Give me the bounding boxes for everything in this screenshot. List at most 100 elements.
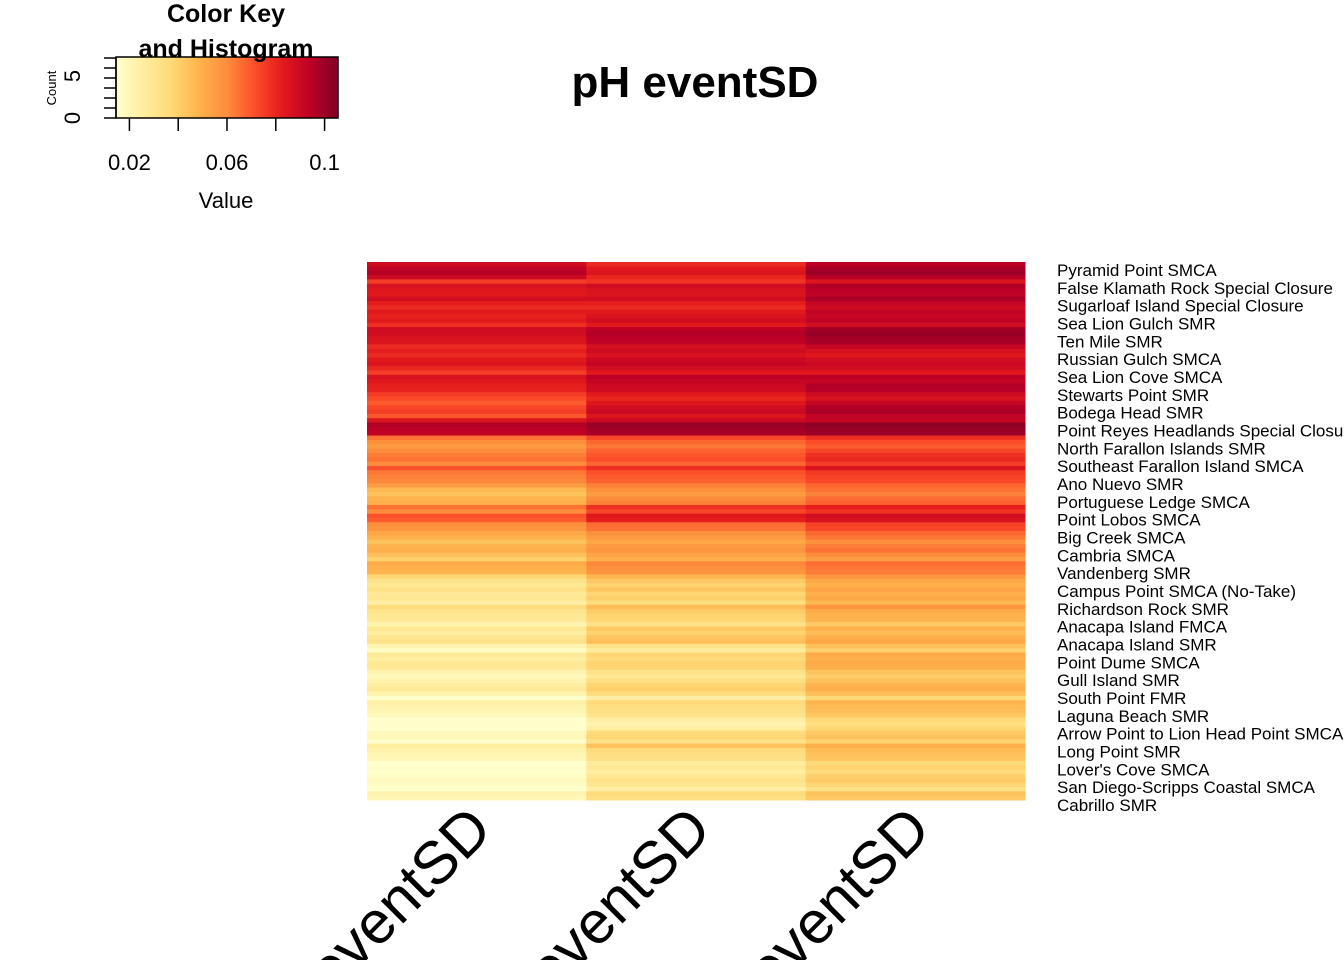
heatmap-cell <box>805 470 1026 476</box>
heatmap-cell <box>805 626 1026 632</box>
heatmap-cell <box>805 570 1026 575</box>
heatmap-cell <box>367 773 587 779</box>
heatmap-cell <box>367 561 587 567</box>
heatmap-cell <box>805 266 1026 272</box>
heatmap-cell <box>805 457 1026 463</box>
heatmap-cell <box>586 353 807 358</box>
heatmap-cell <box>586 622 807 627</box>
heatmap-cell <box>367 548 587 554</box>
heatmap-cell <box>367 565 587 571</box>
heatmap-cell <box>805 387 1026 393</box>
heatmap-cell <box>586 557 807 562</box>
heatmap-cell <box>805 691 1026 697</box>
heatmap-cell <box>586 726 807 732</box>
heatmap-cell <box>805 756 1026 762</box>
heatmap-cell <box>586 405 807 411</box>
column-label: eventSD <box>513 794 723 960</box>
heatmap-cell <box>805 392 1026 397</box>
heatmap-cell <box>805 491 1026 497</box>
heatmap-cell <box>805 565 1026 571</box>
color-key-tick-label: 0.02 <box>108 150 151 175</box>
heatmap-cell <box>586 500 807 506</box>
heatmap-cell <box>586 392 807 397</box>
heatmap-cell <box>805 552 1026 558</box>
heatmap-cell <box>367 695 587 701</box>
heatmap-cell <box>367 747 587 753</box>
heatmap-cell <box>805 504 1026 510</box>
heatmap-cell <box>586 496 807 502</box>
heatmap-cell <box>367 791 587 797</box>
heatmap-cell <box>586 439 807 445</box>
heatmap-cell <box>586 678 807 684</box>
heatmap-cell <box>367 483 587 489</box>
heatmap-cell <box>586 444 807 450</box>
heatmap-cell <box>805 622 1026 627</box>
heatmap-cell <box>805 496 1026 502</box>
color-key-ticks: 0.02 0.06 0.1 <box>108 118 340 175</box>
heatmap-cell <box>367 656 587 662</box>
heatmap-cell <box>367 769 587 775</box>
heatmap-cell <box>805 322 1026 328</box>
heatmap-cell <box>805 366 1026 371</box>
heatmap-cell <box>805 739 1026 745</box>
heatmap-cell <box>367 383 587 389</box>
heatmap-cells <box>367 262 1026 801</box>
heatmap-cell <box>367 405 587 411</box>
heatmap-cell <box>586 331 807 337</box>
heatmap-cell <box>805 747 1026 753</box>
heatmap-cell <box>805 478 1026 484</box>
heatmap-cell <box>805 587 1026 593</box>
heatmap-cell <box>586 422 807 428</box>
heatmap-cell <box>586 348 807 354</box>
heatmap-cell <box>805 357 1026 363</box>
heatmap-cell <box>586 574 807 580</box>
heatmap-cell <box>805 674 1026 680</box>
heatmap-cell <box>586 335 807 341</box>
heatmap-cell <box>805 561 1026 567</box>
heatmap-cell <box>367 604 587 610</box>
heatmap-cell <box>586 548 807 554</box>
heatmap-cell <box>367 448 587 454</box>
heatmap-cell <box>805 752 1026 758</box>
heatmap-cell <box>586 483 807 489</box>
heatmap-cell <box>367 457 587 463</box>
heatmap-cell <box>586 717 807 723</box>
heatmap-cell <box>805 708 1026 714</box>
row-label: Russian Gulch SMCA <box>1057 350 1222 369</box>
heatmap-cell <box>367 635 587 640</box>
heatmap-cell <box>805 509 1026 515</box>
heatmap-cell <box>367 756 587 762</box>
row-label: Gull Island SMR <box>1057 671 1180 690</box>
heatmap-cell <box>805 604 1026 610</box>
heatmap-cell <box>805 517 1026 523</box>
heatmap-cell <box>805 344 1026 350</box>
heatmap-cell <box>367 587 587 593</box>
row-label: Arrow Point to Lion Head Point SMCA <box>1057 725 1344 744</box>
heatmap-cell <box>367 730 587 736</box>
color-key-title-line-2: and Histogram <box>138 35 313 63</box>
heatmap-cell <box>586 279 807 285</box>
heatmap-cell <box>805 656 1026 662</box>
heatmap-cell <box>586 400 807 406</box>
heatmap-cell <box>805 535 1026 541</box>
heatmap-cell <box>805 439 1026 445</box>
heatmap-cell <box>367 340 587 345</box>
heatmap-cell <box>586 587 807 593</box>
heatmap-cell <box>805 665 1026 671</box>
heatmap-cell <box>805 461 1026 467</box>
heatmap-cell <box>586 361 807 367</box>
heatmap-cell <box>367 639 587 645</box>
heatmap-cell <box>586 296 807 302</box>
heatmap-cell <box>586 635 807 640</box>
heatmap-cell <box>586 760 807 766</box>
heatmap-cell <box>586 513 807 519</box>
heatmap-cell <box>367 348 587 354</box>
heatmap-cell <box>805 743 1026 749</box>
heatmap-cell <box>586 270 807 276</box>
heatmap-cell <box>367 353 587 358</box>
heatmap-cell <box>586 795 807 801</box>
heatmap-cell <box>805 292 1026 298</box>
heatmap-cell <box>586 491 807 497</box>
heatmap-cell <box>586 357 807 363</box>
